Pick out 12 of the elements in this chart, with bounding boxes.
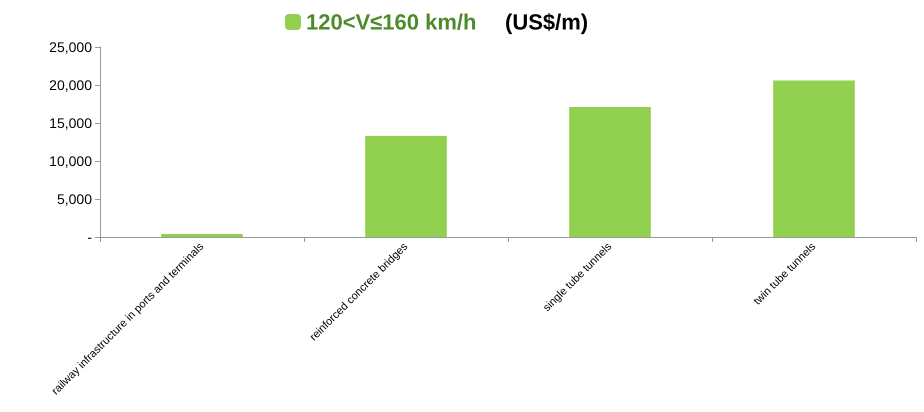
y-tick-label: 5,000	[56, 191, 92, 207]
y-tick-label: 20,000	[49, 77, 92, 93]
y-tick-label: 25,000	[49, 39, 92, 55]
bar	[365, 136, 447, 237]
y-tick-label: 10,000	[49, 153, 92, 169]
bar	[161, 234, 243, 237]
legend-label: 120<V≤160 km/h	[306, 10, 476, 34]
y-tick-label: -	[87, 229, 92, 245]
bar	[569, 107, 651, 237]
chart-title: (US$/m)	[505, 10, 588, 34]
bar	[773, 80, 855, 237]
y-tick-label: 15,000	[49, 115, 92, 131]
